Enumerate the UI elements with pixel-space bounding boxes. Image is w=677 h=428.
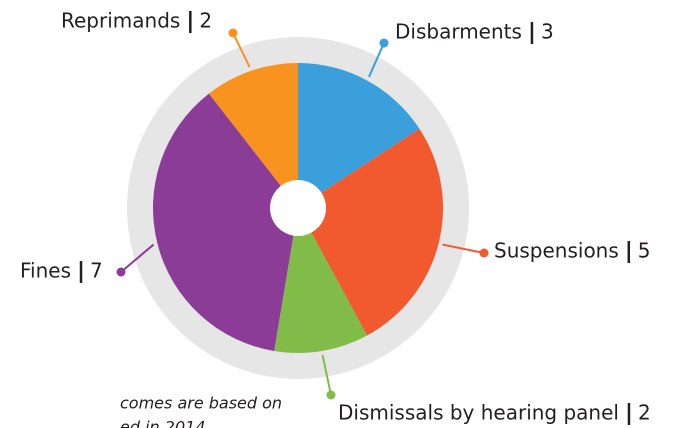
leader-line [321, 354, 332, 396]
slice [153, 93, 298, 352]
value-label: 5 [638, 239, 651, 263]
center-hole [270, 180, 326, 236]
leader-dot [326, 390, 336, 400]
footnote: ed in 2014 [120, 418, 205, 428]
value-label: 2 [638, 401, 651, 425]
footnote: comes are based on [120, 394, 282, 413]
slice [274, 208, 368, 353]
slice [298, 63, 420, 208]
leader-line [368, 42, 385, 78]
leader-line [442, 243, 485, 254]
slice [298, 128, 443, 336]
leader-dot [379, 38, 389, 48]
value-label: 2 [199, 9, 212, 33]
leader-line [120, 243, 155, 273]
category-label: Suspensions [494, 239, 619, 263]
slices [153, 63, 443, 353]
leader-dot [479, 248, 489, 258]
category-label: Disbarments [395, 20, 522, 44]
leader-line [232, 32, 251, 68]
category-label: Fines [20, 259, 71, 283]
value-label: 3 [541, 20, 554, 44]
slice [208, 63, 298, 208]
leader-dot [116, 267, 126, 277]
category-label: Reprimands [61, 9, 180, 33]
value-label: 7 [90, 259, 103, 283]
category-label: Dismissals by hearing panel [338, 401, 619, 425]
leader-dot [228, 28, 238, 38]
